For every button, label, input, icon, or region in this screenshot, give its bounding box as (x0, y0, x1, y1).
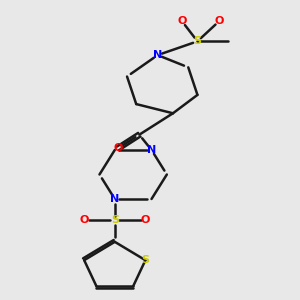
Text: O: O (113, 143, 122, 154)
Text: O: O (214, 16, 224, 26)
Text: S: S (111, 215, 119, 225)
Text: O: O (80, 215, 89, 225)
Text: O: O (178, 16, 187, 26)
Text: N: N (110, 194, 119, 204)
Text: O: O (141, 215, 150, 225)
Text: N: N (153, 50, 162, 60)
Text: N: N (147, 145, 156, 155)
Text: S: S (194, 36, 201, 46)
Text: S: S (141, 255, 149, 265)
